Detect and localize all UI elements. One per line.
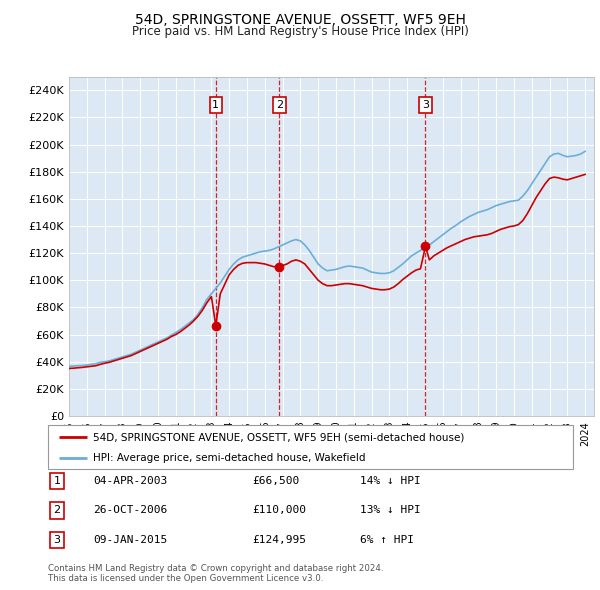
Text: 54D, SPRINGSTONE AVENUE, OSSETT, WF5 9EH (semi-detached house): 54D, SPRINGSTONE AVENUE, OSSETT, WF5 9EH… — [92, 432, 464, 442]
Text: 1: 1 — [212, 100, 220, 110]
Text: 1: 1 — [53, 476, 61, 486]
Text: 26-OCT-2006: 26-OCT-2006 — [93, 506, 167, 515]
Text: 54D, SPRINGSTONE AVENUE, OSSETT, WF5 9EH: 54D, SPRINGSTONE AVENUE, OSSETT, WF5 9EH — [134, 13, 466, 27]
Text: 04-APR-2003: 04-APR-2003 — [93, 476, 167, 486]
Text: 09-JAN-2015: 09-JAN-2015 — [93, 535, 167, 545]
Text: 2: 2 — [53, 506, 61, 515]
Text: 3: 3 — [53, 535, 61, 545]
Text: 13% ↓ HPI: 13% ↓ HPI — [360, 506, 421, 515]
Text: HPI: Average price, semi-detached house, Wakefield: HPI: Average price, semi-detached house,… — [92, 453, 365, 463]
Text: £66,500: £66,500 — [252, 476, 299, 486]
Text: 14% ↓ HPI: 14% ↓ HPI — [360, 476, 421, 486]
Text: 2: 2 — [276, 100, 283, 110]
Text: Contains HM Land Registry data © Crown copyright and database right 2024.
This d: Contains HM Land Registry data © Crown c… — [48, 563, 383, 583]
Text: Price paid vs. HM Land Registry's House Price Index (HPI): Price paid vs. HM Land Registry's House … — [131, 25, 469, 38]
Text: 3: 3 — [422, 100, 429, 110]
Text: £110,000: £110,000 — [252, 506, 306, 515]
Text: 6% ↑ HPI: 6% ↑ HPI — [360, 535, 414, 545]
Text: £124,995: £124,995 — [252, 535, 306, 545]
